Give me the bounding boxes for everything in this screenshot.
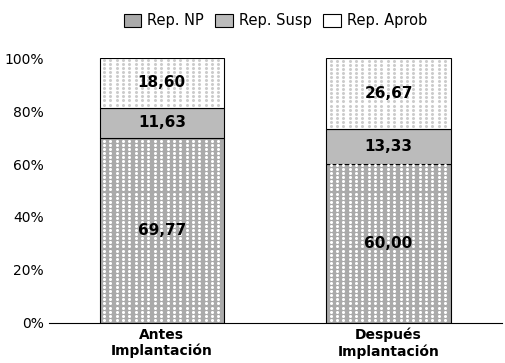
Bar	[99, 138, 224, 323]
Text: 60,00: 60,00	[364, 236, 412, 251]
Legend: Rep. NP, Rep. Susp, Rep. Aprob: Rep. NP, Rep. Susp, Rep. Aprob	[118, 8, 432, 34]
Bar	[326, 129, 450, 164]
Bar	[99, 107, 224, 138]
Text: 13,33: 13,33	[364, 139, 412, 154]
Text: 11,63: 11,63	[137, 115, 185, 130]
Bar	[326, 58, 450, 129]
Bar	[99, 58, 224, 107]
Bar	[326, 164, 450, 323]
Text: 18,60: 18,60	[137, 76, 185, 90]
Text: 26,67: 26,67	[364, 86, 412, 101]
Text: 69,77: 69,77	[137, 223, 186, 238]
